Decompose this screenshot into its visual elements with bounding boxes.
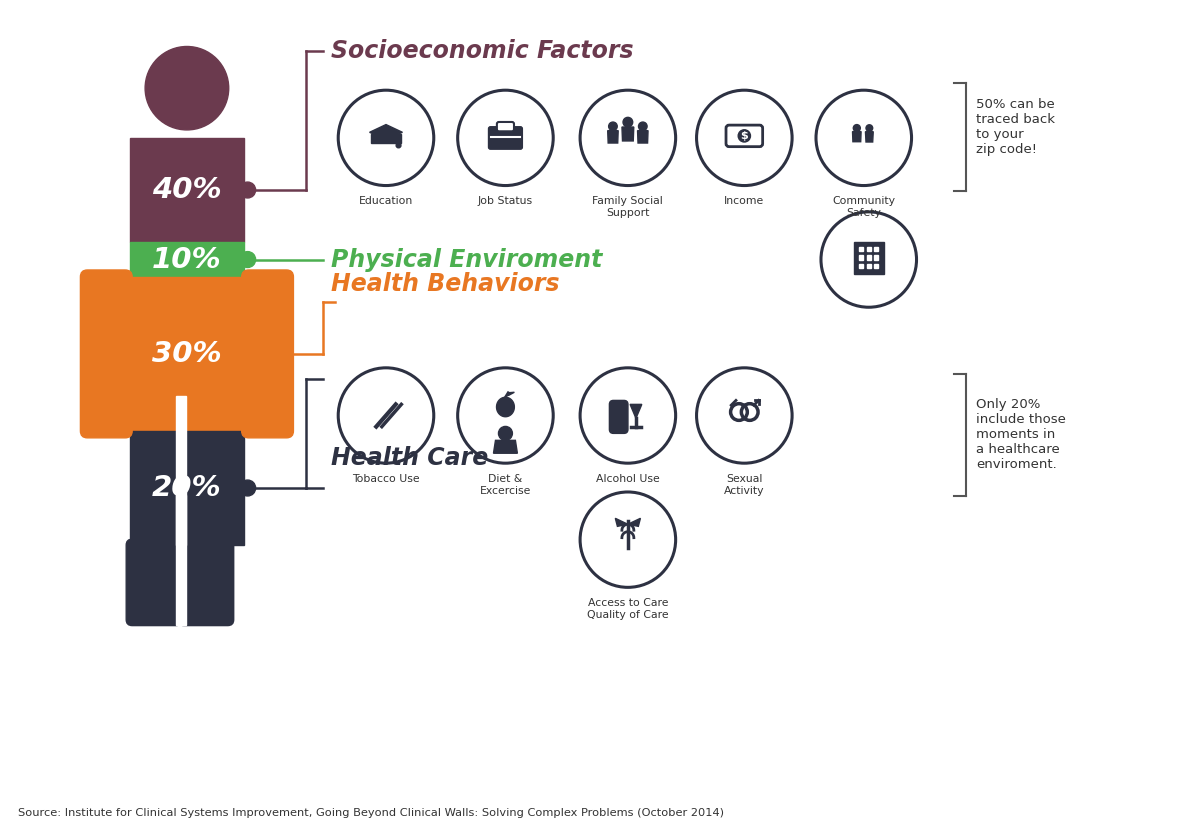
FancyBboxPatch shape xyxy=(126,539,182,626)
Circle shape xyxy=(338,91,433,185)
Polygon shape xyxy=(852,131,862,142)
Polygon shape xyxy=(371,135,401,143)
Polygon shape xyxy=(874,247,878,251)
Polygon shape xyxy=(176,396,186,545)
FancyBboxPatch shape xyxy=(488,127,522,150)
Circle shape xyxy=(638,122,647,130)
Text: 30%: 30% xyxy=(152,340,222,368)
Polygon shape xyxy=(859,263,863,268)
Polygon shape xyxy=(865,131,874,142)
Text: $: $ xyxy=(740,130,749,141)
Circle shape xyxy=(240,252,256,268)
Text: Job Status: Job Status xyxy=(478,196,533,206)
FancyBboxPatch shape xyxy=(241,270,294,438)
Circle shape xyxy=(457,368,553,463)
Text: Socioeconomic Factors: Socioeconomic Factors xyxy=(331,39,634,63)
Polygon shape xyxy=(616,519,628,526)
Polygon shape xyxy=(866,247,871,251)
Text: 20%: 20% xyxy=(152,474,222,502)
Text: Education: Education xyxy=(359,196,413,206)
Circle shape xyxy=(580,368,676,463)
Text: Only 20%
include those
moments in
a healthcare
enviroment.: Only 20% include those moments in a heal… xyxy=(977,398,1066,471)
Text: Sexual
Activity: Sexual Activity xyxy=(724,475,764,496)
Polygon shape xyxy=(130,138,244,242)
Circle shape xyxy=(696,91,792,185)
Text: Alcohol Use: Alcohol Use xyxy=(596,475,660,484)
Circle shape xyxy=(821,212,917,307)
Polygon shape xyxy=(497,397,515,416)
Polygon shape xyxy=(508,392,515,396)
Circle shape xyxy=(623,117,632,127)
Circle shape xyxy=(866,125,872,131)
Polygon shape xyxy=(607,130,618,143)
Circle shape xyxy=(240,480,256,496)
Circle shape xyxy=(338,368,433,463)
Circle shape xyxy=(580,91,676,185)
Polygon shape xyxy=(370,125,402,140)
Circle shape xyxy=(145,47,229,130)
Circle shape xyxy=(240,182,256,198)
Text: Source: Institute for Clinical Systems Improvement, Going Beyond Clinical Walls:: Source: Institute for Clinical Systems I… xyxy=(18,809,724,819)
Text: Health Behaviors: Health Behaviors xyxy=(331,273,560,297)
Polygon shape xyxy=(866,263,871,268)
Text: Family Social
Support: Family Social Support xyxy=(593,196,664,218)
Polygon shape xyxy=(854,242,883,274)
Polygon shape xyxy=(874,255,878,259)
Text: Diet &
Excercise: Diet & Excercise xyxy=(480,475,532,496)
Polygon shape xyxy=(859,247,863,251)
Text: 50% can be
traced back
to your
zip code!: 50% can be traced back to your zip code! xyxy=(977,98,1055,156)
FancyBboxPatch shape xyxy=(178,539,234,626)
Text: Health Care: Health Care xyxy=(331,446,488,470)
Polygon shape xyxy=(874,263,878,268)
Polygon shape xyxy=(130,242,244,277)
Circle shape xyxy=(240,346,256,361)
Polygon shape xyxy=(637,130,648,143)
Polygon shape xyxy=(628,519,641,526)
Polygon shape xyxy=(176,495,186,625)
Circle shape xyxy=(580,492,676,588)
Text: Community
Safety: Community Safety xyxy=(833,196,895,218)
FancyBboxPatch shape xyxy=(610,401,628,434)
Polygon shape xyxy=(859,255,863,259)
Polygon shape xyxy=(493,440,517,453)
Circle shape xyxy=(498,426,512,440)
Circle shape xyxy=(457,91,553,185)
Text: Income: Income xyxy=(725,196,764,206)
Polygon shape xyxy=(630,405,642,418)
Circle shape xyxy=(816,91,912,185)
Circle shape xyxy=(608,122,617,130)
FancyBboxPatch shape xyxy=(80,270,132,438)
Text: Tobacco Use: Tobacco Use xyxy=(352,475,420,484)
FancyBboxPatch shape xyxy=(497,122,514,131)
Polygon shape xyxy=(622,127,634,141)
Circle shape xyxy=(696,368,792,463)
Polygon shape xyxy=(866,255,871,259)
FancyBboxPatch shape xyxy=(726,125,763,146)
Text: 40%: 40% xyxy=(152,176,222,204)
Circle shape xyxy=(853,125,860,131)
Polygon shape xyxy=(130,431,244,545)
Text: Physical Enviroment: Physical Enviroment xyxy=(331,248,602,272)
Polygon shape xyxy=(130,277,244,431)
Text: 10%: 10% xyxy=(152,245,222,273)
Circle shape xyxy=(738,130,750,142)
Circle shape xyxy=(396,143,401,148)
Text: Access to Care
Quality of Care: Access to Care Quality of Care xyxy=(587,598,668,620)
